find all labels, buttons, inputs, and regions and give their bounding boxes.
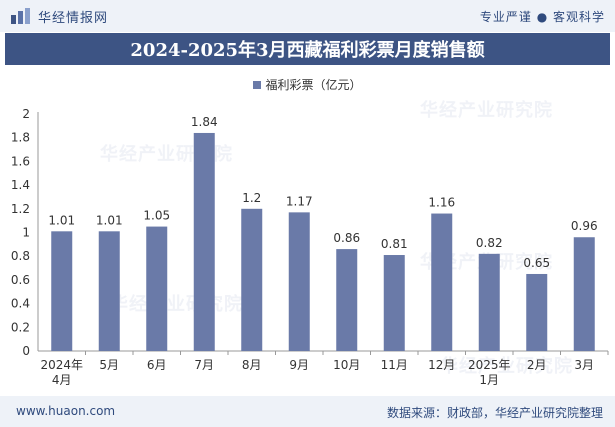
legend: 福利彩票（亿元） bbox=[0, 76, 615, 93]
bar bbox=[573, 237, 595, 351]
data-label: 1.17 bbox=[286, 194, 313, 208]
bar bbox=[241, 208, 263, 351]
x-tick-label: 7月 bbox=[194, 358, 214, 372]
x-tick-label: 5月 bbox=[99, 358, 119, 372]
data-label: 1.01 bbox=[96, 213, 123, 227]
y-tick-label: 1.2 bbox=[11, 202, 30, 216]
y-tick-label: 0 bbox=[22, 344, 30, 358]
x-tick-label: 10月 bbox=[333, 358, 360, 372]
bar bbox=[336, 249, 358, 351]
x-tick-label: 9月 bbox=[289, 358, 309, 372]
watermark: 华经产业研究院 bbox=[420, 100, 553, 121]
bar bbox=[98, 231, 120, 351]
data-label: 0.86 bbox=[333, 231, 360, 245]
data-label: 0.82 bbox=[476, 236, 503, 250]
x-tick-label: 2025年 1月 bbox=[468, 358, 511, 387]
legend-swatch bbox=[253, 80, 262, 89]
y-tick-label: 0.6 bbox=[11, 273, 30, 287]
x-tick-label: 11月 bbox=[381, 358, 408, 372]
x-tick-label: 2024年 4月 bbox=[40, 358, 83, 387]
chart-title: 2024-2025年3月西藏福利彩票月度销售额 bbox=[130, 40, 485, 61]
data-label: 1.84 bbox=[191, 115, 218, 129]
bar bbox=[146, 226, 168, 351]
y-tick-label: 0.2 bbox=[11, 320, 30, 334]
y-tick-label: 1.6 bbox=[11, 154, 30, 168]
y-tick-label: 2 bbox=[22, 107, 30, 121]
y-tick-label: 0.4 bbox=[11, 297, 30, 311]
bar bbox=[526, 273, 548, 351]
x-tick-label: 3月 bbox=[574, 358, 594, 372]
bar bbox=[51, 231, 73, 351]
top-banner: 华经情报网 专业严谨 ● 客观科学 bbox=[0, 0, 615, 32]
logo-icon bbox=[11, 8, 30, 24]
x-tick-label: 6月 bbox=[147, 358, 167, 372]
data-label: 0.96 bbox=[571, 219, 598, 233]
bar bbox=[193, 132, 215, 351]
legend-label: 福利彩票（亿元） bbox=[265, 78, 362, 92]
bar bbox=[288, 212, 310, 351]
bar bbox=[431, 213, 453, 351]
y-tick-label: 1 bbox=[22, 226, 30, 240]
brand: 华经情报网 bbox=[10, 7, 109, 26]
tagline: 专业严谨 ● 客观科学 bbox=[479, 10, 605, 24]
data-label: 1.16 bbox=[428, 196, 455, 210]
x-tick-label: 8月 bbox=[242, 358, 262, 372]
footer-source: 数据来源：财政部，华经产业研究院整理 bbox=[386, 406, 603, 420]
watermark: 华经产业研究院 bbox=[440, 356, 573, 377]
bar bbox=[383, 255, 405, 351]
y-tick-label: 1.4 bbox=[11, 178, 30, 192]
data-label: 1.2 bbox=[242, 191, 261, 205]
footer: www.huaon.com 数据来源：财政部，华经产业研究院整理 bbox=[0, 396, 615, 427]
data-label: 1.05 bbox=[143, 209, 170, 223]
data-label: 0.65 bbox=[523, 256, 550, 270]
data-label: 1.01 bbox=[48, 213, 75, 227]
brand-name: 华经情报网 bbox=[38, 10, 109, 26]
x-tick-label: 2月 bbox=[527, 358, 547, 372]
x-tick-label: 12月 bbox=[428, 358, 455, 372]
data-label: 0.81 bbox=[381, 237, 408, 251]
y-tick-label: 1.8 bbox=[11, 131, 30, 145]
footer-url[interactable]: www.huaon.com bbox=[16, 404, 116, 418]
y-tick-label: 0.8 bbox=[11, 249, 30, 263]
bar bbox=[478, 253, 500, 351]
title-bar: 2024-2025年3月西藏福利彩票月度销售额 bbox=[5, 33, 610, 65]
